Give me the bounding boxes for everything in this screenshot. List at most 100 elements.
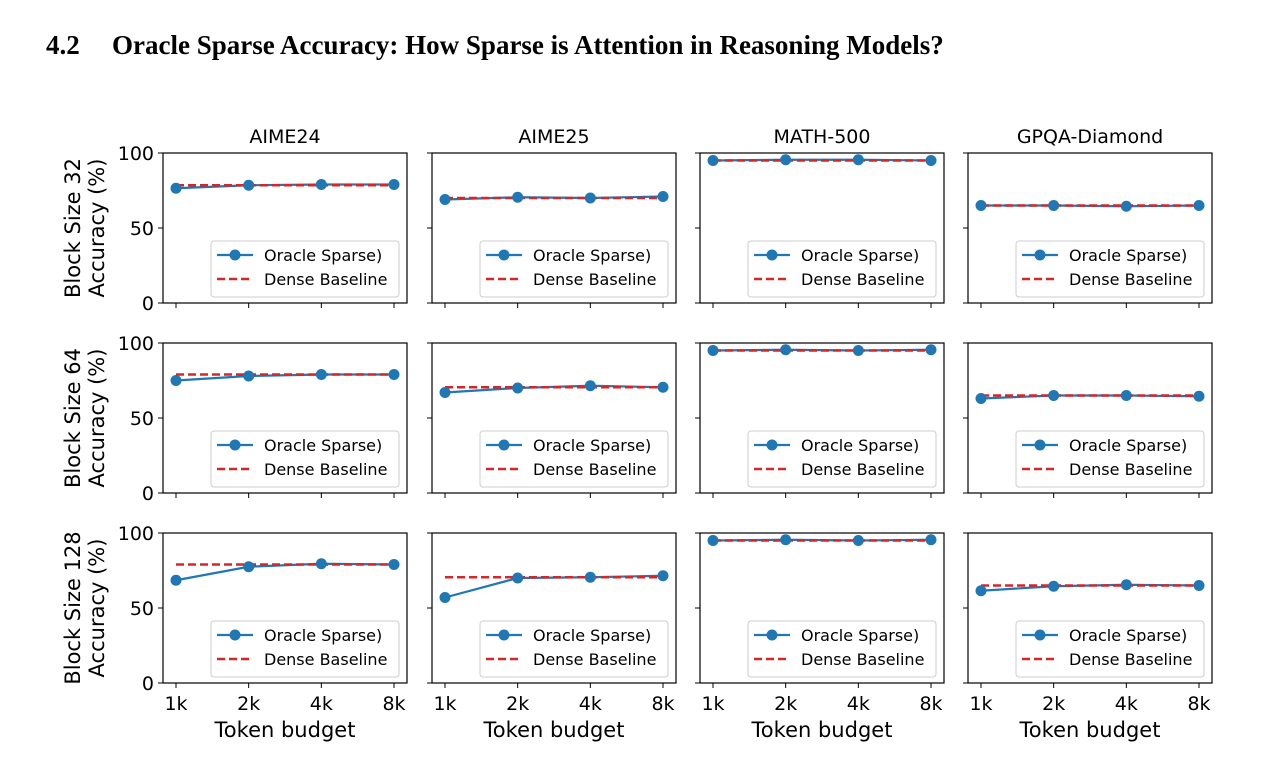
legend-oracle-marker <box>1034 629 1046 641</box>
y-axis-label-line1: Block Size 128 <box>61 531 85 684</box>
section-heading: 4.2 Oracle Sparse Accuracy: How Sparse is… <box>46 30 944 61</box>
y-tick-label: 0 <box>142 673 154 695</box>
legend-box <box>1015 240 1205 298</box>
oracle-sparse-point <box>315 179 327 190</box>
legend-oracle-label: Oracle Sparse) <box>801 246 919 265</box>
oracle-sparse-point <box>170 375 182 386</box>
legend-box <box>747 240 937 298</box>
oracle-sparse-point <box>1193 390 1205 402</box>
oracle-sparse-point <box>1193 580 1205 591</box>
legend-box <box>747 620 937 678</box>
legend-oracle-marker <box>498 249 510 261</box>
legend: Oracle Sparse) Dense Baseline <box>479 240 669 298</box>
legend-dense-label: Dense Baseline <box>801 460 924 479</box>
oracle-sparse-point <box>243 561 255 573</box>
x-tick-label: 8k <box>919 693 942 715</box>
oracle-sparse-point <box>243 179 255 191</box>
oracle-sparse-point <box>975 585 987 597</box>
legend: Oracle Sparse) Dense Baseline <box>1015 430 1205 488</box>
legend-oracle-label: Oracle Sparse) <box>1069 436 1187 455</box>
legend-oracle-label: Oracle Sparse) <box>264 436 382 455</box>
oracle-sparse-point <box>439 592 451 603</box>
column-title: AIME24 <box>249 126 320 148</box>
oracle-sparse-point <box>780 344 792 356</box>
x-tick-label: 4k <box>847 693 870 715</box>
y-tick-label: 0 <box>142 293 154 315</box>
oracle-sparse-point <box>925 155 937 166</box>
oracle-sparse-point <box>975 393 987 404</box>
legend-oracle-label: Oracle Sparse) <box>533 436 651 455</box>
legend-oracle-marker <box>229 249 241 261</box>
legend-oracle-label: Oracle Sparse) <box>801 626 919 645</box>
x-tick-label: 2k <box>1042 693 1065 715</box>
legend-oracle-label: Oracle Sparse) <box>264 246 382 265</box>
legend: Oracle Sparse) Dense Baseline <box>747 430 937 488</box>
legend-oracle-marker <box>229 439 241 451</box>
legend: Oracle Sparse) Dense Baseline <box>479 430 669 488</box>
legend-oracle-marker <box>229 629 241 641</box>
legend-box <box>747 430 937 488</box>
legend-dense-label: Dense Baseline <box>801 650 924 669</box>
x-tick-label: 2k <box>506 693 529 715</box>
legend-box <box>210 620 400 678</box>
oracle-sparse-point <box>243 370 255 382</box>
oracle-sparse-point <box>1120 579 1132 591</box>
legend-box <box>1015 620 1205 678</box>
oracle-sparse-point <box>1120 200 1132 212</box>
y-axis-label: Block Size 128Accuracy (%) <box>61 531 109 684</box>
legend-box <box>479 240 669 298</box>
legend-oracle-label: Oracle Sparse) <box>801 436 919 455</box>
subplot-1-1: Oracle Sparse) Dense Baseline <box>427 342 677 498</box>
legend-dense-label: Dense Baseline <box>1069 650 1192 669</box>
x-tick-label: 4k <box>1115 693 1138 715</box>
x-tick-label: 1k <box>969 693 992 715</box>
oracle-sparse-point <box>707 155 719 166</box>
subplot-0-2: Oracle Sparse) Dense Baseline <box>695 152 945 308</box>
legend-box <box>479 620 669 678</box>
oracle-sparse-point <box>707 345 719 356</box>
x-tick-label: 1k <box>701 693 724 715</box>
legend-dense-label: Dense Baseline <box>264 650 387 669</box>
subplot-2-3: 1k 2k 4k 8k Oracle Sparse) Dense Baseline <box>963 532 1213 715</box>
legend: Oracle Sparse) Dense Baseline <box>210 240 400 298</box>
subplot-2-0: 1k 2k 4k 8k 0 50 100 Oracle Sparse) Dense Baseli… <box>118 523 408 715</box>
oracle-sparse-point <box>657 381 669 393</box>
subplot-1-0: 0 50 100 Oracle Sparse) Dense Baseline <box>118 333 408 505</box>
oracle-sparse-point <box>657 570 669 582</box>
legend: Oracle Sparse) Dense Baseline <box>1015 620 1205 678</box>
legend-oracle-marker <box>766 249 778 261</box>
legend: Oracle Sparse) Dense Baseline <box>210 620 400 678</box>
legend-oracle-marker <box>766 439 778 451</box>
legend-oracle-label: Oracle Sparse) <box>533 246 651 265</box>
y-axis-label-line2: Accuracy (%) <box>85 349 109 488</box>
legend-dense-label: Dense Baseline <box>533 460 656 479</box>
y-tick-label: 100 <box>118 333 154 355</box>
legend: Oracle Sparse) Dense Baseline <box>747 620 937 678</box>
oracle-sparse-point <box>512 191 524 203</box>
oracle-sparse-point <box>852 345 864 356</box>
legend-dense-label: Dense Baseline <box>533 270 656 289</box>
legend: Oracle Sparse) Dense Baseline <box>210 430 400 488</box>
legend-oracle-label: Oracle Sparse) <box>533 626 651 645</box>
y-axis-label-line2: Accuracy (%) <box>85 159 109 298</box>
legend-oracle-label: Oracle Sparse) <box>1069 246 1187 265</box>
y-axis-label: Block Size 64Accuracy (%) <box>61 348 109 488</box>
legend-oracle-marker <box>766 629 778 641</box>
legend-dense-label: Dense Baseline <box>264 270 387 289</box>
legend-dense-label: Dense Baseline <box>1069 270 1192 289</box>
oracle-sparse-point <box>657 191 669 202</box>
subplot-0-3: Oracle Sparse) Dense Baseline <box>963 152 1213 308</box>
y-axis-label-line1: Block Size 32 <box>61 158 85 298</box>
legend: Oracle Sparse) Dense Baseline <box>1015 240 1205 298</box>
oracle-sparse-point <box>780 154 792 166</box>
x-tick-label: 4k <box>579 693 602 715</box>
y-tick-label: 50 <box>130 218 154 240</box>
oracle-sparse-point <box>170 574 182 586</box>
y-tick-label: 0 <box>142 483 154 505</box>
oracle-sparse-point <box>1193 200 1205 211</box>
subplot-0-0: 0 50 100 Oracle Sparse) Dense Baseline <box>118 143 408 315</box>
legend-box <box>1015 430 1205 488</box>
oracle-sparse-point <box>388 369 400 380</box>
legend-box <box>210 240 400 298</box>
oracle-sparse-point <box>925 534 937 546</box>
